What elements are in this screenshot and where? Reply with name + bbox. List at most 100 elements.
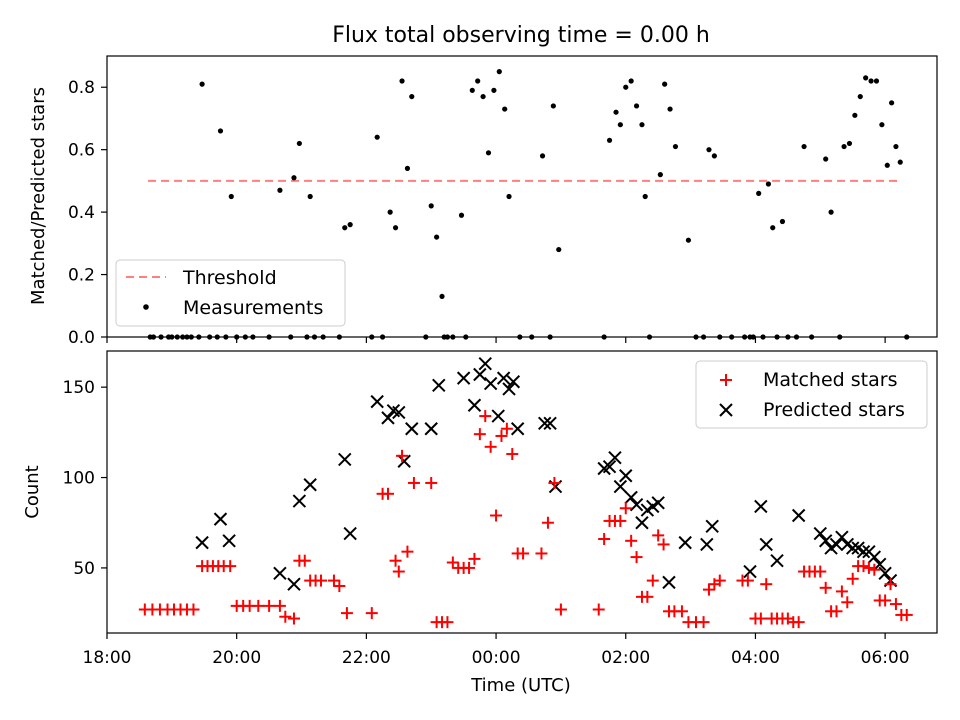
- predicted-star-point: [491, 409, 505, 423]
- measurement-point: [873, 78, 880, 84]
- predicted-x-stroke: [287, 577, 301, 591]
- x-tick-label: 06:00: [861, 648, 910, 668]
- matched-star-point: [401, 545, 414, 558]
- measurement-point: [217, 128, 224, 134]
- matched-star-point: [381, 487, 394, 500]
- legend-matched-swatch: [720, 374, 732, 386]
- predicted-star-point: [602, 459, 617, 474]
- predicted-x-stroke: [392, 405, 406, 420]
- bottom-x-ticks: 18:00 20:00 22:00 00:00 02:00 04:00 06:00: [83, 633, 910, 668]
- matched-star-point: [327, 574, 340, 587]
- measurement-point: [342, 225, 348, 231]
- predicted-x-stroke: [303, 478, 317, 492]
- matched-star-point: [835, 585, 848, 598]
- measurement-point: [667, 106, 673, 112]
- predicted-x-stroke: [759, 537, 773, 552]
- measurement-point: [639, 122, 645, 128]
- matched-star-point: [490, 509, 503, 522]
- legend-measurements-swatch: [143, 304, 149, 310]
- matched-star-point: [273, 599, 286, 612]
- predicted-star-point: [432, 378, 446, 393]
- legend-measurements-label: Measurements: [183, 297, 323, 319]
- predicted-x-stroke: [483, 376, 498, 391]
- predicted-x-stroke: [292, 494, 307, 508]
- predicted-x-stroke: [510, 422, 525, 436]
- predicted-x-stroke: [343, 526, 357, 541]
- measurement-point: [475, 78, 481, 84]
- predicted-x-stroke: [856, 544, 871, 559]
- predicted-x-stroke: [222, 534, 236, 548]
- predicted-star-point: [624, 490, 638, 505]
- predicted-star-point: [835, 530, 849, 544]
- predicted-star-point: [343, 526, 357, 541]
- matched-star-point: [463, 561, 476, 574]
- predicted-star-point: [619, 469, 633, 483]
- matched-star-point: [889, 598, 902, 611]
- predicted-star-point: [510, 422, 525, 436]
- measurement-point: [347, 222, 353, 228]
- predicted-star-point: [273, 566, 287, 581]
- predicted-star-point: [867, 550, 882, 564]
- predicted-x-stroke: [770, 553, 784, 568]
- top-y-tick-label: 0.6: [68, 141, 95, 161]
- bottom-y-ticks: 50 100 150: [63, 378, 107, 579]
- matched-star-point: [657, 538, 670, 551]
- predicted-x-stroke: [678, 535, 692, 550]
- predicted-star-point: [856, 544, 871, 559]
- matched-star-point: [830, 605, 843, 618]
- predicted-star-point: [496, 371, 511, 385]
- predicted-x-stroke: [700, 537, 714, 552]
- matched-star-point: [500, 422, 513, 435]
- legend-predicted-label: Predicted stars: [763, 399, 905, 421]
- predicted-x-stroke: [370, 394, 384, 409]
- predicted-x-stroke: [467, 398, 482, 412]
- predicted-x-stroke: [619, 469, 633, 483]
- predicted-x-stroke: [867, 550, 882, 564]
- matched-star-point: [446, 556, 459, 569]
- predicted-x-stroke: [845, 541, 860, 555]
- matched-star-point: [857, 560, 870, 573]
- matched-star-point: [389, 554, 402, 567]
- legend-predicted-swatch: [719, 403, 733, 417]
- measurement-point: [852, 112, 858, 118]
- top-legend-frame: [115, 259, 346, 327]
- predicted-star-point: [292, 494, 307, 508]
- matched-star-point: [868, 563, 881, 576]
- matched-star-point: [884, 578, 897, 591]
- predicted-x-stroke: [791, 508, 806, 523]
- legend-matched-label: Matched stars: [763, 369, 897, 391]
- predicted-x-stroke: [491, 409, 505, 423]
- measurement-point: [399, 78, 405, 84]
- matched-star-point: [697, 616, 710, 629]
- matched-star-point: [792, 616, 805, 629]
- measurement-point: [628, 78, 634, 84]
- bottom-plot-marks: [138, 356, 913, 629]
- measurement-point: [828, 209, 834, 215]
- measurement-point: [823, 156, 829, 162]
- predicted-x-stroke: [651, 496, 665, 510]
- measurement-point: [296, 140, 302, 147]
- predicted-x-stroke: [705, 519, 719, 534]
- matched-star-point: [314, 574, 327, 587]
- predicted-star-point: [543, 416, 557, 431]
- predicted-star-point: [397, 454, 411, 468]
- bottom-axes-frame: [106, 350, 938, 634]
- predicted-x-stroke: [624, 490, 638, 505]
- matched-star-point: [506, 448, 519, 461]
- matched-star-point: [441, 616, 454, 629]
- predicted-x-stroke: [432, 378, 446, 393]
- predicted-x-stroke: [873, 557, 887, 572]
- matched-star-point: [333, 580, 346, 592]
- matched-star-point: [675, 605, 688, 618]
- predicted-x-stroke: [662, 575, 676, 590]
- matched-star-point: [224, 560, 237, 573]
- matched-star-point: [279, 610, 292, 623]
- matched-star-point: [841, 596, 854, 609]
- measurement-point: [617, 122, 623, 128]
- predicted-x-stroke: [851, 541, 865, 555]
- matched-star-point: [365, 607, 378, 620]
- matched-star-point: [252, 599, 265, 612]
- measurement-point: [672, 143, 679, 150]
- measurement-point: [387, 209, 393, 215]
- matched-star-point: [468, 552, 481, 565]
